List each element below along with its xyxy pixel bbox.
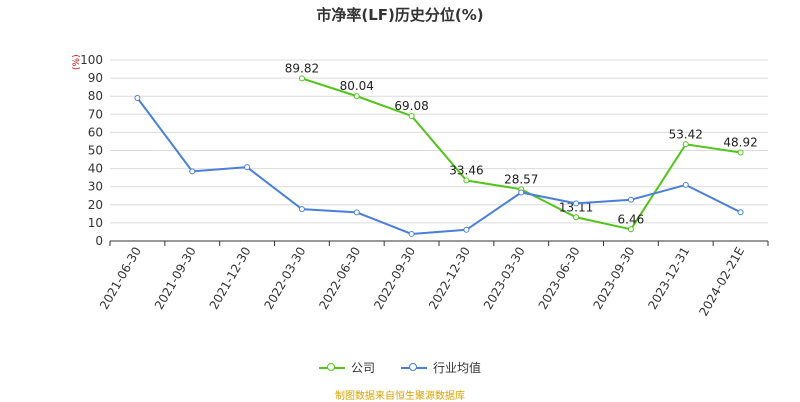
data-label-company: 6.46 <box>618 212 645 226</box>
data-label-company: 48.92 <box>723 135 757 149</box>
y-tick-label: 50 <box>88 144 103 158</box>
data-point-industry-average[interactable] <box>627 196 634 203</box>
data-point-company[interactable] <box>463 177 470 184</box>
legend-swatch-company <box>318 362 345 374</box>
data-label-company: 53.42 <box>669 127 703 141</box>
y-tick-label: 40 <box>88 162 103 176</box>
data-point-company[interactable] <box>573 214 580 221</box>
data-point-company[interactable] <box>408 112 415 119</box>
y-tick-label: 30 <box>88 180 103 194</box>
series-line-company <box>301 77 741 231</box>
legend-item-company[interactable]: 公司 <box>318 359 375 376</box>
x-tick-label: 2022-03-30 <box>262 245 309 312</box>
legend-label-company: 公司 <box>350 361 375 375</box>
x-tick-label: 2023-03-30 <box>481 245 528 312</box>
data-point-industry-average[interactable] <box>682 181 689 188</box>
chart-legend: 公司 行业均值 <box>0 359 800 376</box>
x-tick-label: 2024-02-21E <box>696 245 747 319</box>
data-point-company[interactable] <box>682 141 689 148</box>
legend-swatch-industry-average <box>401 362 427 374</box>
data-point-industry-average[interactable] <box>189 168 196 175</box>
data-point-industry-average[interactable] <box>353 209 360 216</box>
data-point-industry-average[interactable] <box>408 230 415 237</box>
data-point-industry-average[interactable] <box>737 209 744 216</box>
x-tick-label: 2021-09-30 <box>152 245 199 312</box>
y-tick-label: 90 <box>88 71 103 85</box>
data-point-industry-average[interactable] <box>298 206 305 213</box>
data-point-company[interactable] <box>627 226 634 233</box>
data-point-company[interactable] <box>353 93 360 100</box>
data-label-company: 69.08 <box>394 99 428 113</box>
x-tick-label: 2023-12-31 <box>645 245 692 312</box>
data-point-industry-average[interactable] <box>244 164 251 171</box>
legend-item-industry-average[interactable]: 行业均值 <box>401 359 481 376</box>
data-label-company: 33.46 <box>449 163 483 177</box>
y-tick-label: 0 <box>95 234 103 248</box>
x-tick-label: 2022-09-30 <box>371 245 418 312</box>
data-point-industry-average[interactable] <box>134 95 141 102</box>
data-point-industry-average[interactable] <box>463 226 470 233</box>
x-tick-label: 2022-12-30 <box>426 244 473 311</box>
data-point-industry-average[interactable] <box>518 189 525 196</box>
y-tick-label: 10 <box>88 216 103 230</box>
legend-label-industry-average: 行业均值 <box>433 361 482 375</box>
y-tick-label: 60 <box>88 125 103 139</box>
y-tick-label: 80 <box>88 89 103 103</box>
chart-title: 市净率(LF)历史分位(%) <box>316 6 484 24</box>
x-tick-label: 2023-09-30 <box>591 245 638 312</box>
y-tick-label: 100 <box>80 53 103 67</box>
data-point-company[interactable] <box>737 149 744 156</box>
x-tick-label: 2021-06-30 <box>97 245 144 312</box>
data-point-industry-average[interactable] <box>573 200 580 207</box>
data-point-company[interactable] <box>298 75 305 82</box>
data-source-note: 制图数据来自恒生聚源数据库 <box>335 391 465 402</box>
x-tick-label: 2021-12-30 <box>207 244 254 311</box>
data-label-company: 28.57 <box>504 172 538 186</box>
y-tick-label: 20 <box>88 198 103 212</box>
data-label-company: 80.04 <box>340 79 374 93</box>
x-tick-label: 2022-06-30 <box>316 245 363 312</box>
x-tick-label: 2023-06-30 <box>536 245 583 312</box>
y-tick-label: 70 <box>88 107 103 121</box>
data-label-company: 89.82 <box>285 61 319 75</box>
series-line-industry-average <box>136 97 742 235</box>
